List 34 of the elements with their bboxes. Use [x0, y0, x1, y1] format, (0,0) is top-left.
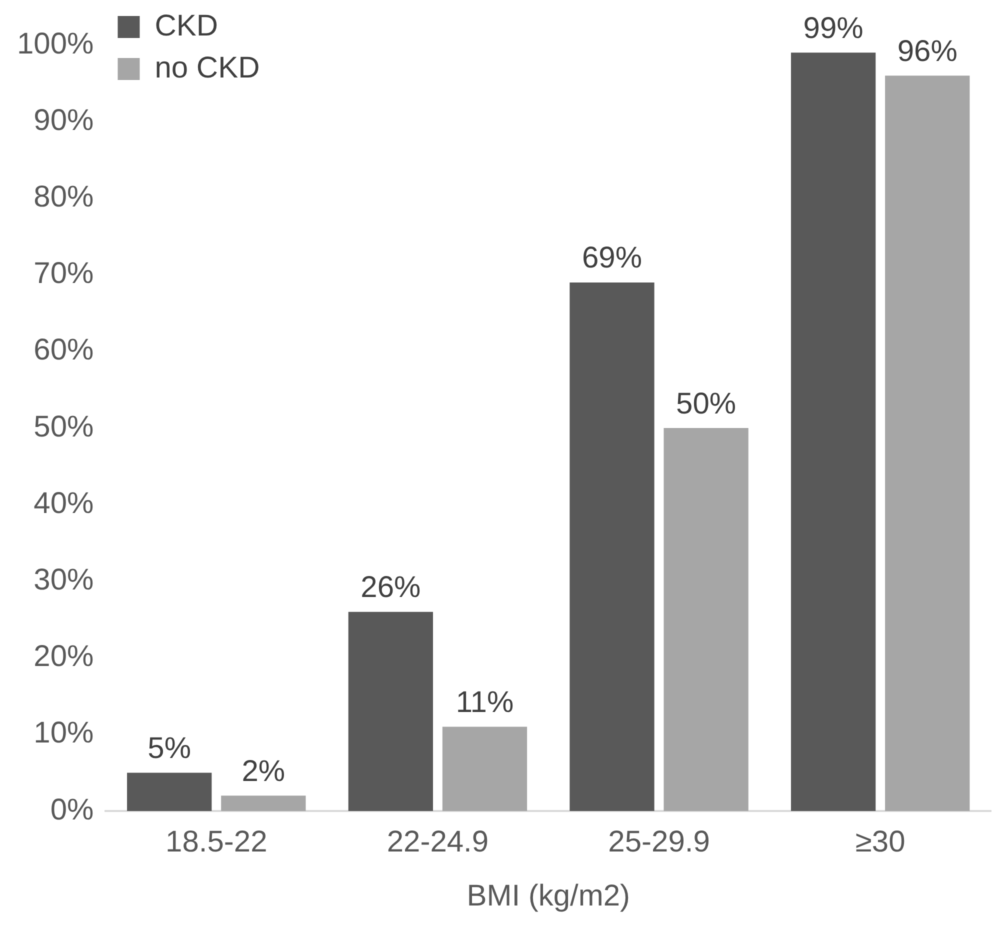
data-label: 11% — [456, 686, 514, 720]
data-label: 5% — [148, 732, 192, 765]
x-tick-label: 25-29.9 — [608, 825, 710, 858]
bar — [442, 726, 528, 811]
y-tick-label: 20% — [34, 640, 94, 674]
data-label: 26% — [360, 571, 421, 604]
bar — [790, 52, 876, 811]
y-tick-label: 0% — [50, 793, 94, 826]
bar — [570, 282, 654, 811]
data-label: 99% — [803, 12, 864, 45]
data-label: 2% — [242, 754, 286, 788]
data-label: 69% — [582, 242, 642, 275]
bar — [348, 612, 434, 811]
y-tick-label: 100% — [16, 27, 94, 60]
y-tick-label: 50% — [34, 410, 94, 444]
bar — [885, 76, 970, 811]
legend-label: CKD — [154, 9, 218, 42]
y-tick-label: 80% — [34, 180, 94, 214]
bar — [664, 428, 748, 811]
y-tick-label: 60% — [34, 334, 94, 367]
y-tick-label: 10% — [34, 716, 94, 750]
x-axis-title: BMI (kg/m2) — [466, 879, 630, 912]
y-tick-label: 40% — [34, 486, 94, 520]
y-tick-label: 70% — [34, 257, 94, 290]
x-tick-label: 18.5-22 — [166, 825, 268, 858]
bar — [221, 796, 306, 811]
y-tick-label: 90% — [34, 104, 94, 137]
bar — [127, 772, 212, 811]
x-tick-label: 22-24.9 — [386, 825, 489, 858]
data-label: 50% — [676, 387, 736, 420]
data-label: 96% — [897, 34, 958, 68]
x-tick-label: ≥30 — [855, 825, 906, 858]
y-tick-label: 30% — [34, 563, 94, 596]
legend-label: no CKD — [154, 51, 260, 84]
